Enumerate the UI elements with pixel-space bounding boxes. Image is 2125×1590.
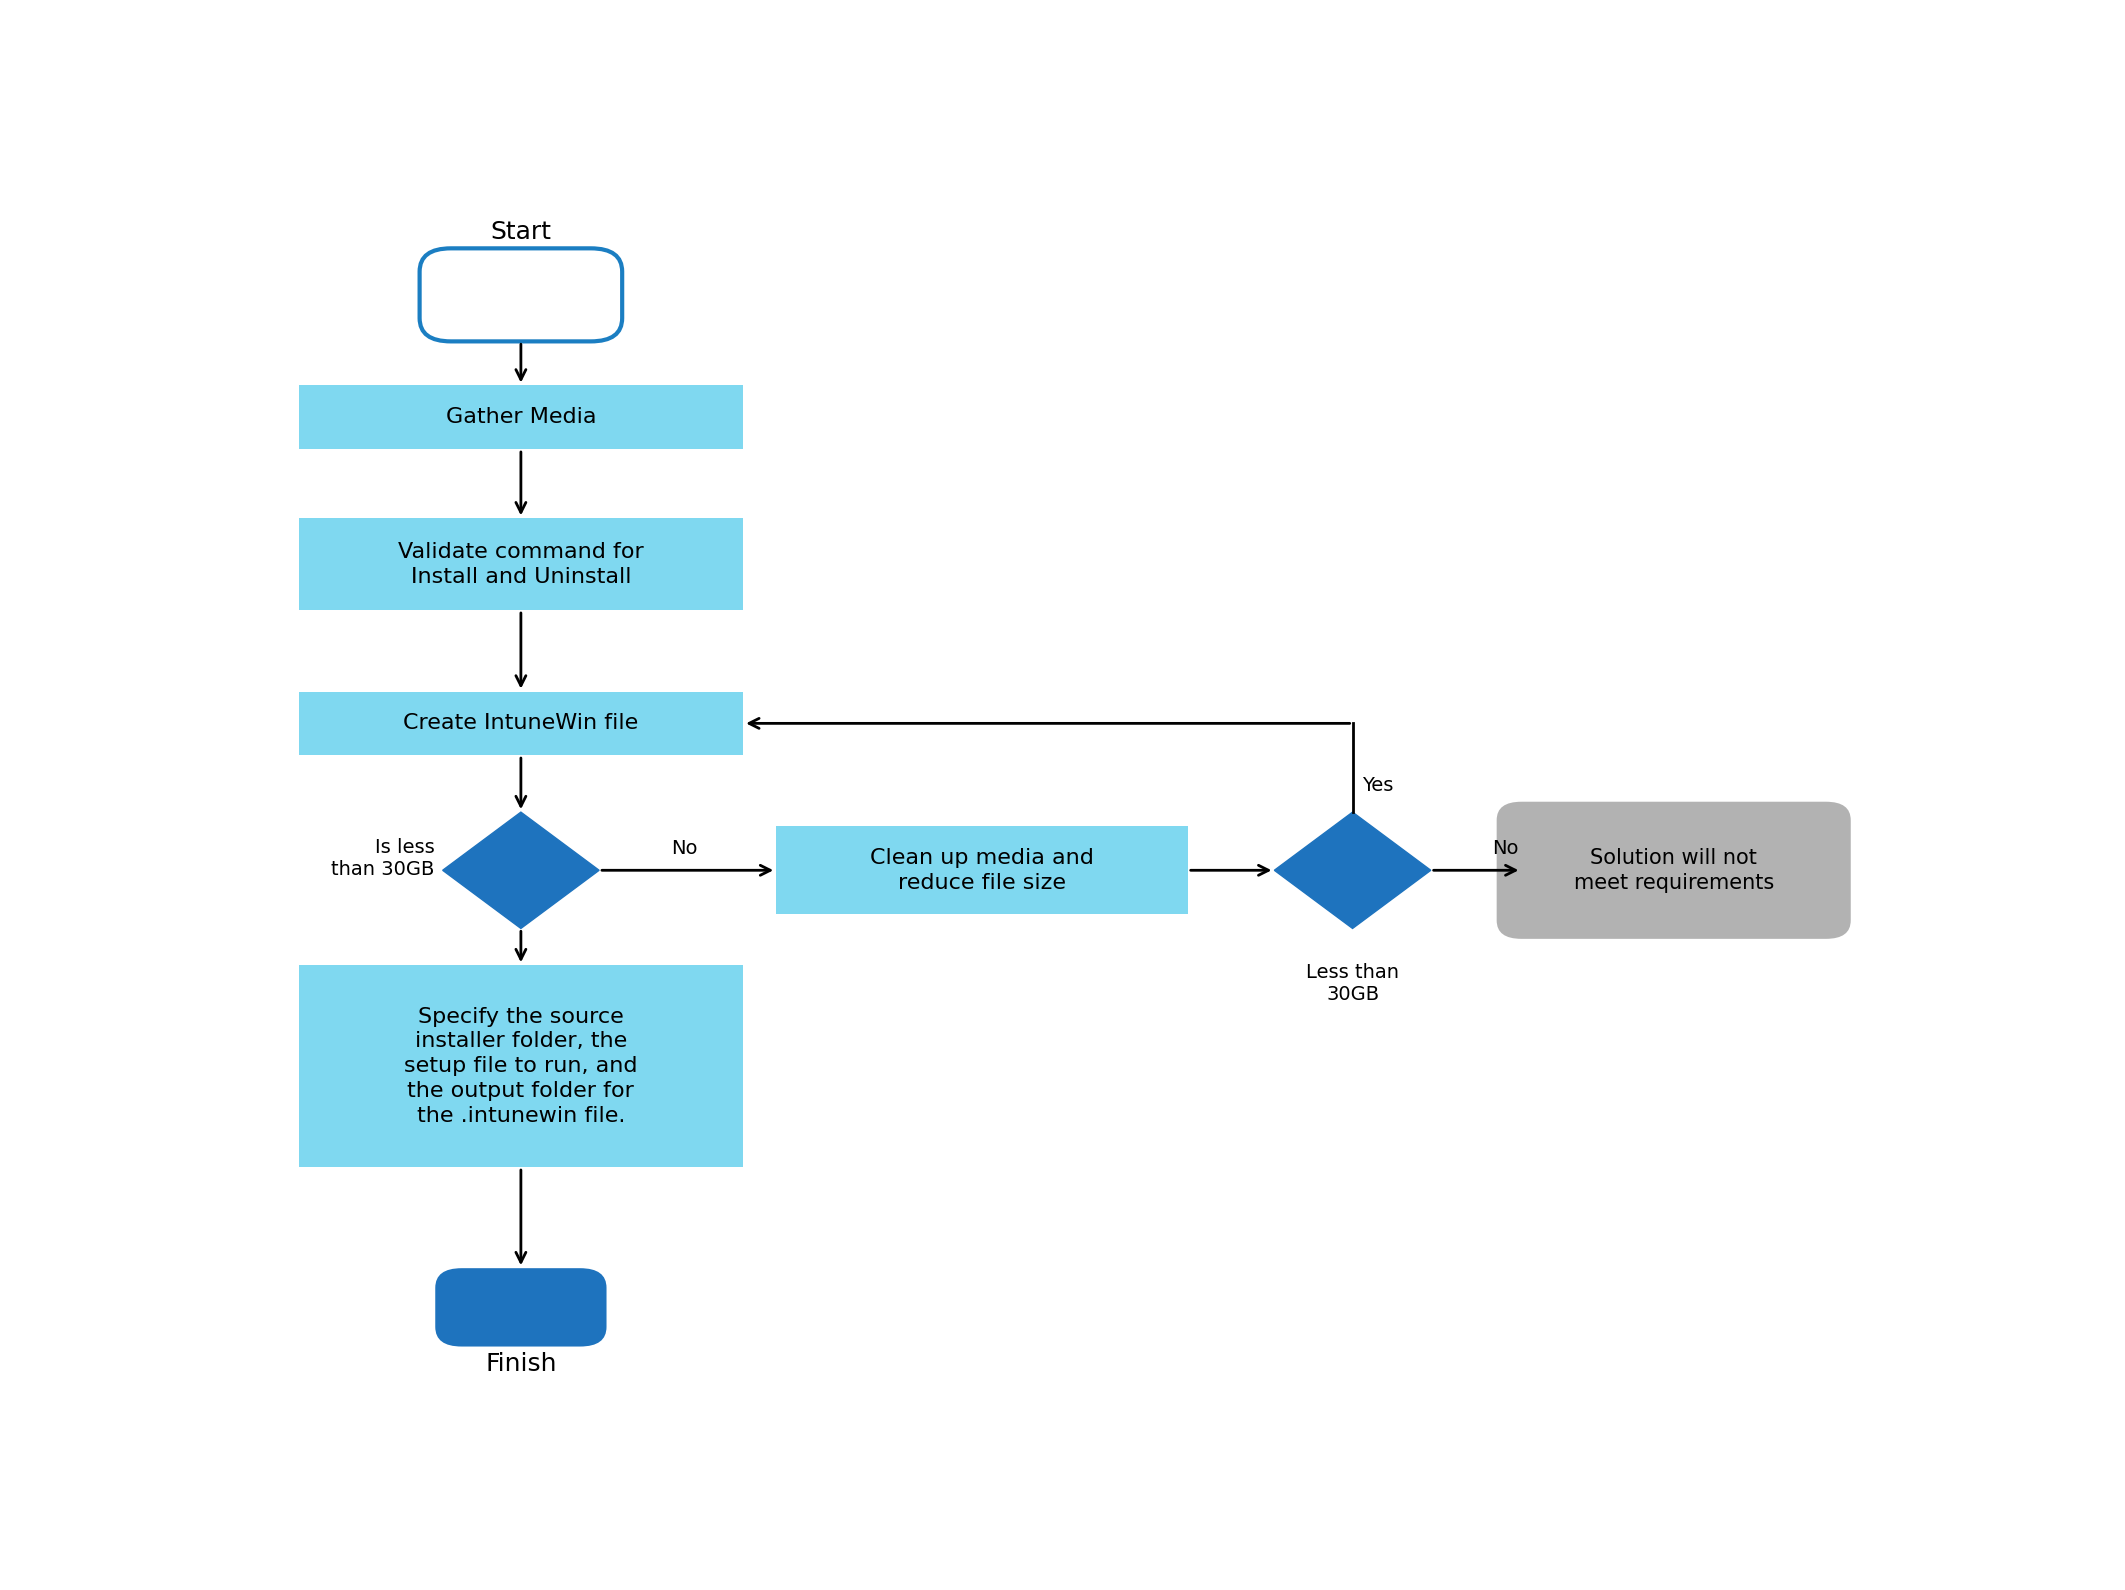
FancyBboxPatch shape (298, 385, 744, 448)
Text: No: No (1492, 840, 1517, 857)
FancyBboxPatch shape (1496, 801, 1851, 938)
Text: Finish: Finish (484, 1353, 557, 1377)
Text: Specify the source
installer folder, the
setup file to run, and
the output folde: Specify the source installer folder, the… (404, 1006, 638, 1126)
Polygon shape (442, 812, 599, 929)
Text: Create IntuneWin file: Create IntuneWin file (404, 714, 638, 733)
FancyBboxPatch shape (436, 1269, 606, 1347)
Text: Solution will not
meet requirements: Solution will not meet requirements (1575, 847, 1774, 892)
Text: Yes: Yes (1362, 776, 1394, 795)
Text: Gather Media: Gather Media (446, 407, 597, 428)
FancyBboxPatch shape (776, 827, 1188, 914)
FancyBboxPatch shape (298, 692, 744, 755)
FancyBboxPatch shape (298, 518, 744, 611)
FancyBboxPatch shape (298, 965, 744, 1167)
Text: Start: Start (491, 219, 550, 243)
Text: Clean up media and
reduce file size: Clean up media and reduce file size (869, 847, 1094, 892)
Polygon shape (1275, 812, 1430, 929)
FancyBboxPatch shape (419, 248, 623, 342)
Text: Is less
than 30GB: Is less than 30GB (332, 838, 434, 879)
Text: No: No (672, 840, 697, 857)
Text: Less than
30GB: Less than 30GB (1307, 964, 1398, 1003)
Text: Validate command for
Install and Uninstall: Validate command for Install and Uninsta… (397, 542, 644, 587)
